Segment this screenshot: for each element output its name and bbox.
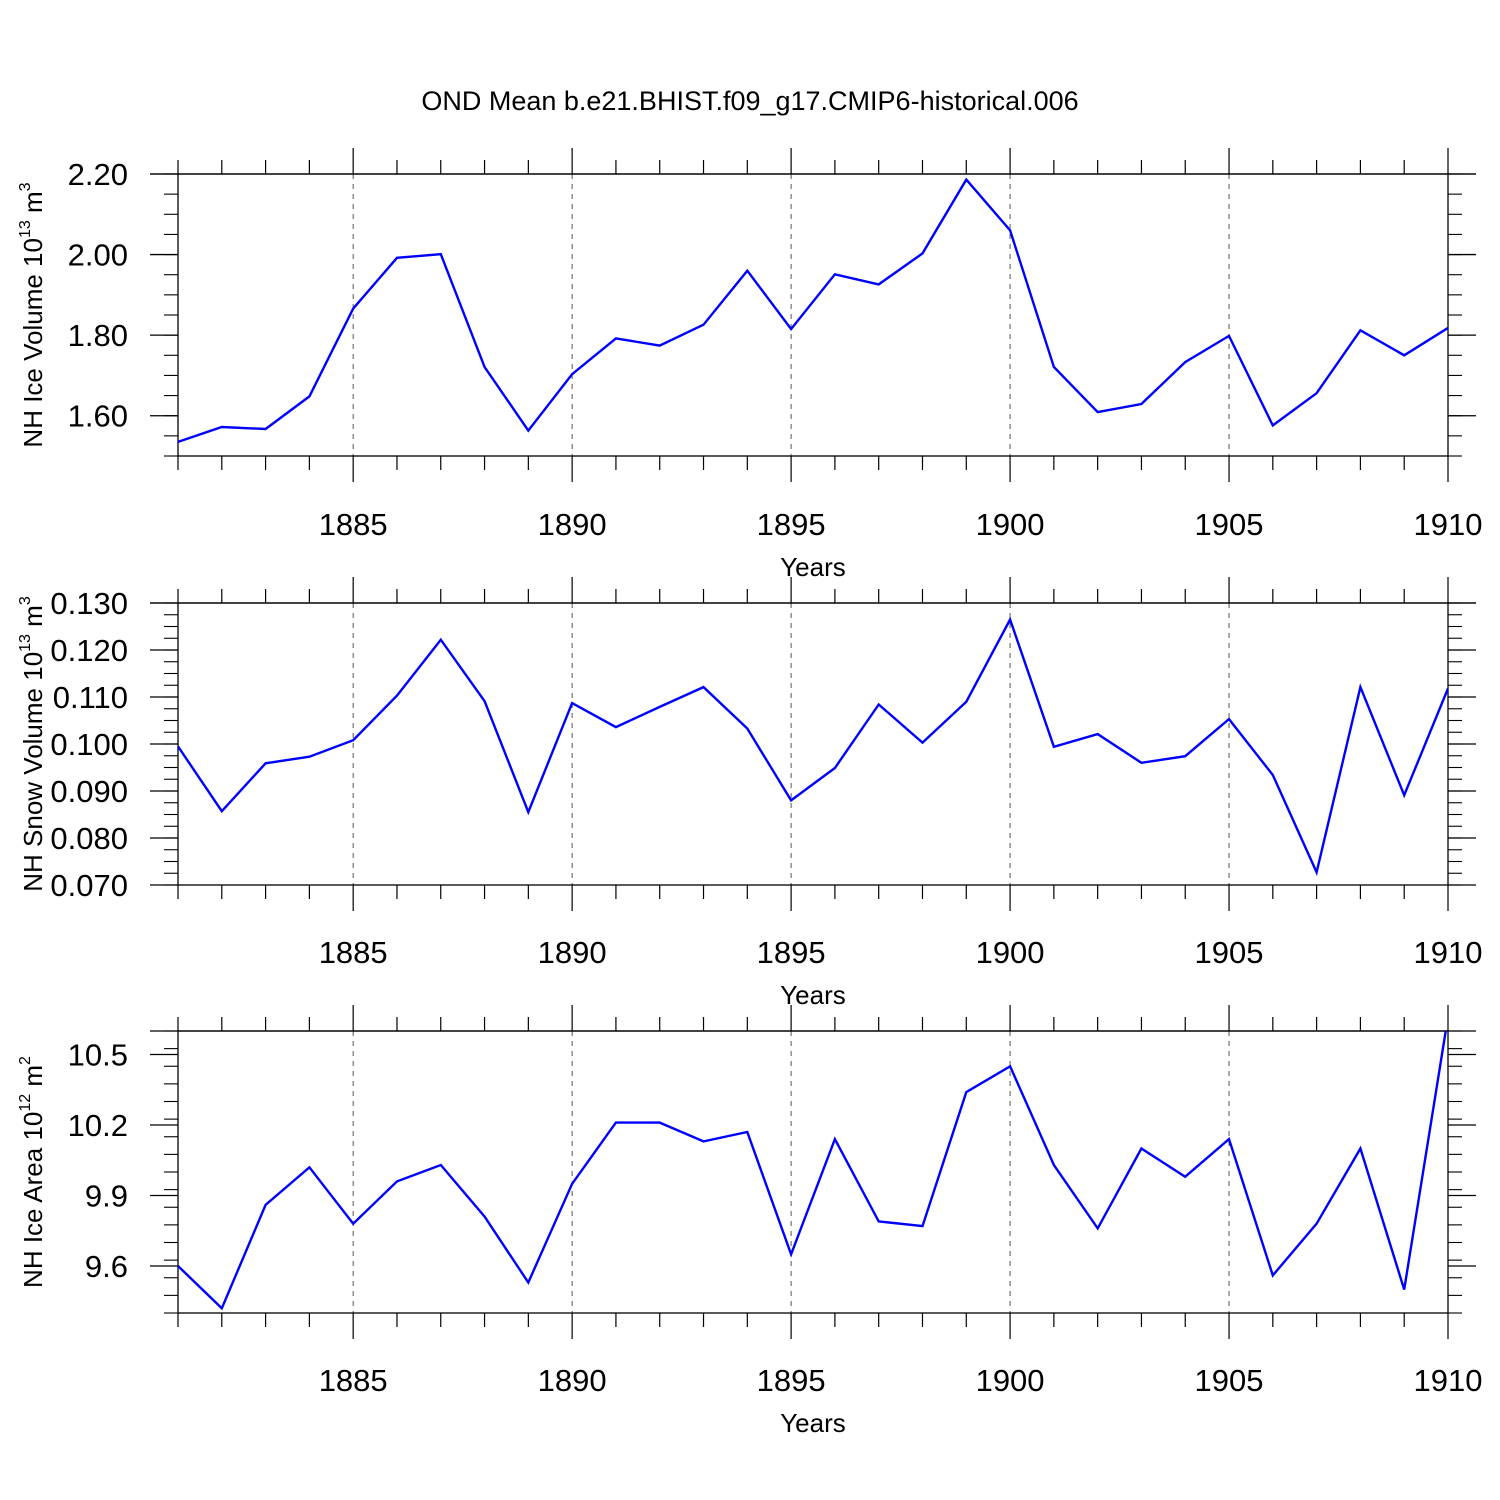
plot-frame xyxy=(177,173,1449,457)
x-tick-label: 1900 xyxy=(976,507,1045,542)
x-tick-label: 1895 xyxy=(757,507,826,542)
x-tick-label: 1885 xyxy=(319,935,388,970)
y-tick-label: 0.110 xyxy=(53,680,128,715)
y-tick-label: 0.090 xyxy=(50,774,128,809)
y-axis-title-text: NH Ice Volume 10 xyxy=(18,238,48,448)
x-axis-title: Years xyxy=(780,980,846,1010)
y-axis-title-unit-exponent: 3 xyxy=(17,596,34,605)
x-tick-label: 1910 xyxy=(1414,1363,1483,1398)
x-tick-label: 1905 xyxy=(1195,935,1264,970)
y-tick-label: 0.130 xyxy=(50,586,128,621)
panels: 1885 1890 1895 1900 1905 1910 1.60 1.80 2.00 2.20… xyxy=(17,148,1482,1438)
panel-3: 1885 1890 1895 1900 1905 1910 9.6 9.9 10.2 10.5 Ye… xyxy=(17,1005,1482,1438)
plot-frame xyxy=(177,602,1449,886)
y-axis-title-unit-exponent: 2 xyxy=(17,1056,34,1065)
x-tick-label: 1905 xyxy=(1195,1363,1264,1398)
panel-2: 1885 1890 1895 1900 1905 1910 0.070 0.080 0.090 0… xyxy=(17,577,1482,1010)
y-tick-label: 2.00 xyxy=(68,238,128,273)
x-axis-title: Years xyxy=(780,552,846,582)
x-tick-label: 1890 xyxy=(538,1363,607,1398)
y-axis-title-unit: m xyxy=(18,1065,48,1094)
y-axis-title-exponent: 12 xyxy=(17,1094,34,1112)
y-axis-title-unit-exponent: 3 xyxy=(17,182,34,191)
x-tick-label: 1895 xyxy=(757,935,826,970)
y-axis-title-unit: m xyxy=(18,191,48,220)
y-tick-label: 0.100 xyxy=(50,727,128,762)
y-axis-title-text: NH Snow Volume 10 xyxy=(18,652,48,892)
x-tick-label: 1885 xyxy=(319,507,388,542)
y-tick-label: 0.120 xyxy=(50,633,128,668)
x-tick-label: 1890 xyxy=(538,935,607,970)
y-tick-label: 2.20 xyxy=(68,157,128,192)
figure-title: OND Mean b.e21.BHIST.f09_g17.CMIP6-histo… xyxy=(421,86,1078,116)
y-axis-title-text: NH Ice Area 10 xyxy=(18,1112,48,1288)
x-tick-label: 1900 xyxy=(976,935,1045,970)
y-axis-title-exponent: 13 xyxy=(17,634,34,652)
y-tick-label: 10.2 xyxy=(68,1108,128,1143)
y-tick-label: 1.60 xyxy=(68,399,128,434)
y-tick-label: 0.070 xyxy=(50,868,128,903)
y-tick-label: 0.080 xyxy=(50,821,128,856)
y-axis-title-unit: m xyxy=(18,605,48,634)
y-axis-title-exponent: 13 xyxy=(17,220,34,238)
plot-frame xyxy=(177,1030,1449,1314)
x-tick-label: 1885 xyxy=(319,1363,388,1398)
x-tick-label: 1900 xyxy=(976,1363,1045,1398)
x-tick-label: 1895 xyxy=(757,1363,826,1398)
y-axis-title: NH Ice Area 1012 m2 xyxy=(17,1056,48,1288)
panel-1: 1885 1890 1895 1900 1905 1910 1.60 1.80 2.00 2.20… xyxy=(17,148,1482,582)
series-line xyxy=(178,1031,1447,1311)
series-line xyxy=(178,616,1448,877)
y-tick-label: 10.5 xyxy=(68,1038,128,1073)
x-tick-label: 1910 xyxy=(1414,935,1483,970)
x-tick-label: 1890 xyxy=(538,507,607,542)
y-tick-label: 9.9 xyxy=(85,1179,128,1214)
series-line xyxy=(178,177,1448,444)
x-axis-title: Years xyxy=(780,1408,846,1438)
y-tick-label: 1.80 xyxy=(68,318,128,353)
x-tick-label: 1905 xyxy=(1195,507,1264,542)
y-axis-title: NH Ice Volume 1013 m3 xyxy=(17,182,48,447)
x-tick-label: 1910 xyxy=(1414,507,1483,542)
y-tick-label: 9.6 xyxy=(85,1249,128,1284)
y-axis-title: NH Snow Volume 1013 m3 xyxy=(17,596,48,892)
